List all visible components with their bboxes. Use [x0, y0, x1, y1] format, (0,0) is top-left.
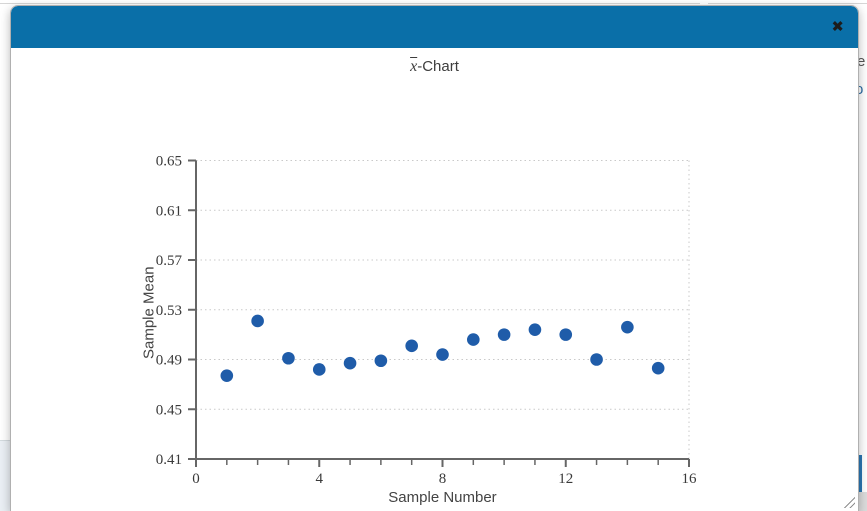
close-icon[interactable]: ✖ [827, 18, 848, 37]
data-point [220, 369, 234, 382]
xbar-symbol: x [410, 58, 418, 75]
chart-title-suffix: -Chart [417, 58, 459, 75]
dialog-titlebar[interactable]: ✖ [11, 6, 858, 48]
data-point [590, 353, 603, 366]
background-clipped-button [856, 455, 862, 492]
chart-title: x-Chart [11, 58, 858, 76]
data-point [436, 348, 449, 361]
x-tick-label: 4 [316, 471, 324, 487]
x-axis-label: Sample Number [388, 489, 497, 506]
background-clipped-link: o [855, 81, 864, 98]
background-top-border [0, 3, 867, 4]
xbar-chart-plot: 0.41 0.45 0.49 0.53 0.57 0.61 0.65 0 4 8 12 16 [156, 154, 698, 488]
background-bottom-strip [856, 492, 867, 511]
background-top-border-gap [700, 0, 708, 5]
y-tick-label: 0.57 [156, 253, 183, 269]
resize-handle-icon[interactable] [840, 493, 855, 508]
y-tick-label: 0.45 [156, 402, 182, 418]
data-point [343, 356, 357, 370]
data-point [312, 363, 326, 376]
data-point [282, 351, 295, 365]
background-clipped-text: e [857, 53, 866, 70]
background-left-panel [0, 440, 11, 511]
y-tick-label: 0.65 [156, 154, 182, 170]
x-tick-label: 16 [682, 471, 698, 487]
x-tick-label: 8 [439, 471, 447, 487]
y-tick-label: 0.49 [156, 353, 182, 369]
y-tick-label: 0.61 [156, 203, 182, 219]
data-point [559, 328, 573, 341]
data-point [497, 328, 511, 341]
x-tick-label: 0 [192, 471, 200, 487]
data-point [528, 323, 542, 336]
data-point [405, 339, 418, 353]
data-point [374, 354, 388, 368]
x-tick-label: 12 [558, 471, 573, 487]
data-point [467, 333, 480, 346]
data-point [621, 320, 634, 334]
y-tick-label: 0.41 [156, 452, 182, 468]
dialog-body: x-Chart Sample Mean 0.41 0.45 0.49 0.53 0.57… [11, 48, 858, 511]
y-tick-label: 0.53 [156, 303, 182, 319]
chart-dialog: ✖ x-Chart Sample Mean 0.41 0.45 0.49 0.53 0.… [10, 5, 859, 511]
data-point [251, 314, 264, 328]
data-point [651, 361, 665, 375]
